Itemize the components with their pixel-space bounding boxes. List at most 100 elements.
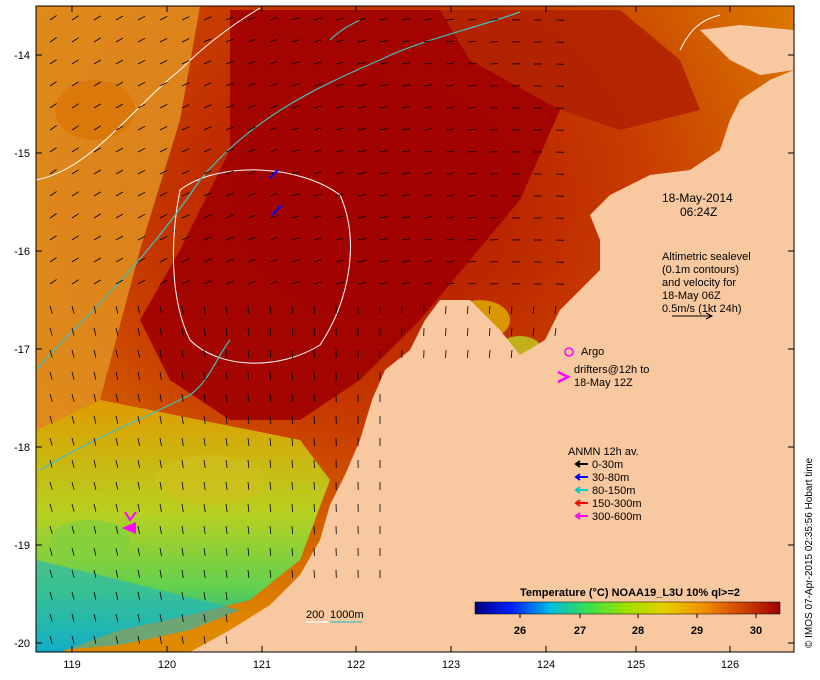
land-mass: [190, 6, 794, 652]
velocity-arrow: [423, 150, 432, 153]
velocity-arrow: [379, 238, 388, 241]
velocity-arrow: [445, 150, 455, 153]
velocity-arrow: [181, 16, 190, 21]
velocity-arrow: [269, 525, 272, 535]
temperature-colorbar: Temperature (°C) NOAA19_L3U 10% ql>=2 26…: [474, 587, 781, 637]
velocity-arrow: [93, 125, 102, 131]
altimetry-line5: 0.5m/s (1kt 24h): [662, 303, 741, 315]
velocity-arrow: [291, 349, 293, 359]
velocity-arrow: [137, 103, 146, 109]
velocity-arrow: [181, 60, 190, 65]
altimetry-line3: and velocity for: [662, 277, 736, 289]
velocity-arrow: [423, 18, 432, 21]
velocity-arrow: [467, 261, 477, 263]
velocity-arrow: [467, 151, 477, 153]
velocity-arrow: [49, 437, 53, 446]
velocity-arrow: [181, 38, 190, 43]
velocity-arrow: [71, 125, 79, 131]
velocity-arrow: [115, 371, 119, 380]
velocity-arrow: [269, 281, 278, 285]
velocity-arrow: [225, 305, 228, 314]
velocity-arrow: [445, 238, 455, 241]
velocity-arrow: [291, 17, 300, 21]
lat-tick-label: -17: [14, 344, 30, 356]
velocity-arrow: [313, 349, 315, 359]
velocity-arrow: [313, 459, 315, 469]
velocity-arrow: [247, 280, 256, 285]
velocity-arrow: [269, 305, 272, 315]
velocity-arrow: [115, 191, 124, 197]
velocity-arrow: [49, 393, 53, 402]
velocity-arrow: [159, 126, 168, 131]
velocity-arrow: [467, 107, 477, 109]
velocity-arrow: [269, 503, 272, 513]
anmn-item-label: 300-600m: [592, 511, 642, 523]
velocity-arrow: [203, 192, 212, 197]
velocity-arrow: [115, 459, 119, 468]
velocity-arrow: [379, 40, 388, 43]
velocity-arrow: [225, 415, 228, 424]
lat-tick-label: -20: [14, 638, 30, 650]
velocity-arrow: [445, 172, 455, 175]
velocity-arrow: [291, 39, 300, 43]
velocity-arrow: [93, 257, 102, 263]
velocity-arrow: [291, 393, 293, 403]
velocity-arrow: [181, 569, 184, 578]
velocity-arrow: [269, 547, 272, 557]
argo-label: Argo: [581, 346, 604, 358]
anmn-legend: ANMN 12h av. 0-30m30-80m80-150m150-300m3…: [568, 446, 642, 523]
velocity-arrow: [137, 191, 146, 197]
velocity-arrow: [49, 349, 53, 358]
velocity-arrow: [181, 236, 190, 241]
velocity-arrow: [203, 170, 212, 175]
velocity-arrow: [137, 525, 140, 534]
velocity-arrow: [532, 327, 535, 336]
velocity-arrow: [423, 260, 432, 263]
velocity-arrow: [181, 305, 184, 314]
velocity-arrow: [247, 126, 256, 131]
velocity-arrow: [49, 125, 57, 131]
velocity-arrow: [313, 127, 322, 131]
velocity-arrow: [159, 82, 168, 87]
velocity-arrow: [291, 61, 300, 65]
velocity-arrow: [335, 237, 344, 241]
velocity-arrow: [225, 437, 228, 446]
velocity-arrow: [291, 171, 300, 175]
velocity-arrow: [49, 257, 57, 263]
velocity-arrow: [203, 415, 206, 424]
velocity-arrow: [49, 459, 53, 468]
velocity-arrow: [93, 213, 102, 219]
velocity-arrow: [115, 169, 124, 175]
velocity-arrow: [379, 172, 388, 175]
velocity-arrow: [71, 279, 79, 285]
velocity-arrow: [269, 437, 272, 447]
velocity-arrow: [137, 169, 146, 175]
velocity-arrow: [225, 327, 228, 336]
velocity-arrow: [203, 214, 212, 219]
colorbar-tick-label: 26: [514, 625, 526, 637]
anmn-title: ANMN 12h av.: [568, 446, 639, 458]
latitude-ticks: -14 -15 -16 -17 -18 -19 -20: [14, 50, 794, 650]
velocity-arrow: [225, 371, 228, 380]
velocity-arrow: [159, 591, 162, 600]
velocity-arrow: [313, 305, 315, 315]
velocity-arrow: [71, 635, 75, 644]
velocity-arrow: [225, 547, 228, 556]
velocity-arrow: [401, 106, 410, 109]
velocity-arrow: [423, 194, 432, 197]
velocity-arrow: [137, 59, 146, 65]
velocity-arrow: [379, 128, 388, 131]
velocity-arrow: [291, 437, 293, 447]
velocity-arrow: [401, 282, 410, 285]
colorbar-tick-label: 30: [750, 625, 762, 637]
velocity-arrow: [137, 213, 146, 219]
velocity-arrow: [269, 17, 278, 21]
velocity-arrow: [49, 147, 57, 153]
velocity-arrow: [203, 104, 212, 109]
velocity-arrow: [423, 172, 432, 175]
velocity-arrow: [313, 547, 315, 557]
lon-tick-label: 120: [158, 659, 176, 671]
velocity-arrow: [137, 327, 140, 336]
velocity-arrow: [71, 613, 75, 622]
